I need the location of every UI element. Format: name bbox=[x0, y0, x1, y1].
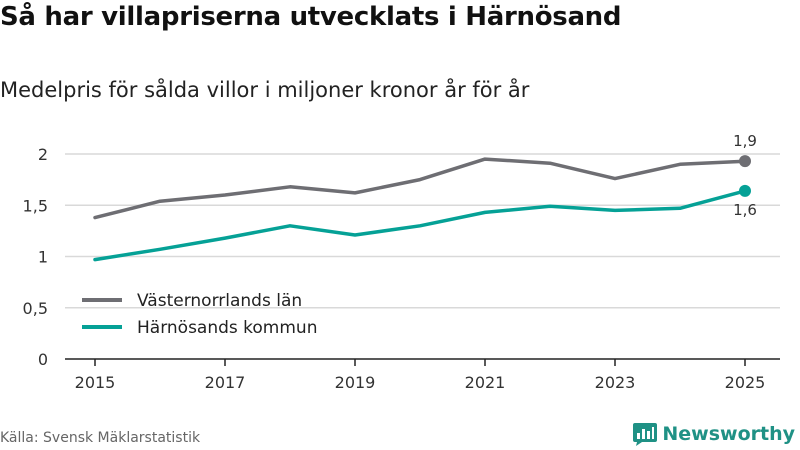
chart-title: Så har villapriserna utvecklats i Härnös… bbox=[0, 2, 622, 32]
legend-label: Västernorrlands län bbox=[137, 291, 302, 311]
x-tick-label: 2021 bbox=[465, 373, 506, 392]
y-tick-label: 1 bbox=[38, 248, 48, 267]
series-end-label: 1,6 bbox=[733, 201, 757, 219]
newsworthy-logo-icon bbox=[633, 423, 658, 446]
y-tick-label: 0,5 bbox=[23, 299, 48, 318]
y-tick-label: 2 bbox=[38, 145, 48, 164]
legend: Västernorrlands län Härnösands kommun bbox=[82, 291, 317, 338]
series-end-marker bbox=[739, 184, 751, 197]
brand-logo: Newsworthy bbox=[632, 421, 795, 447]
x-tick-label: 2025 bbox=[725, 373, 766, 392]
grid-lines bbox=[65, 153, 780, 309]
brand-name: Newsworthy bbox=[662, 423, 795, 445]
series-end-marker bbox=[739, 155, 751, 168]
x-axis-ticks: 2015 2017 2019 2021 2023 2025 bbox=[75, 359, 766, 392]
x-tick-label: 2023 bbox=[595, 373, 636, 392]
x-tick-label: 2017 bbox=[205, 373, 246, 392]
y-tick-label: 1,5 bbox=[23, 196, 48, 215]
y-tick-label: 0 bbox=[38, 350, 48, 369]
series-line bbox=[93, 157, 747, 220]
series-line bbox=[93, 189, 747, 262]
legend-label: Härnösands kommun bbox=[137, 318, 317, 338]
y-axis-ticks: 0 0,5 1 1,5 2 bbox=[23, 145, 48, 369]
chart-subtitle: Medelpris för sålda villor i miljoner kr… bbox=[0, 78, 530, 102]
source-note: Källa: Svensk Mäklarstatistik bbox=[0, 430, 201, 446]
series-lines: 1,9 1,6 bbox=[93, 132, 757, 262]
x-tick-label: 2019 bbox=[335, 373, 376, 392]
series-end-label: 1,9 bbox=[733, 132, 757, 150]
x-tick-label: 2015 bbox=[75, 373, 116, 392]
